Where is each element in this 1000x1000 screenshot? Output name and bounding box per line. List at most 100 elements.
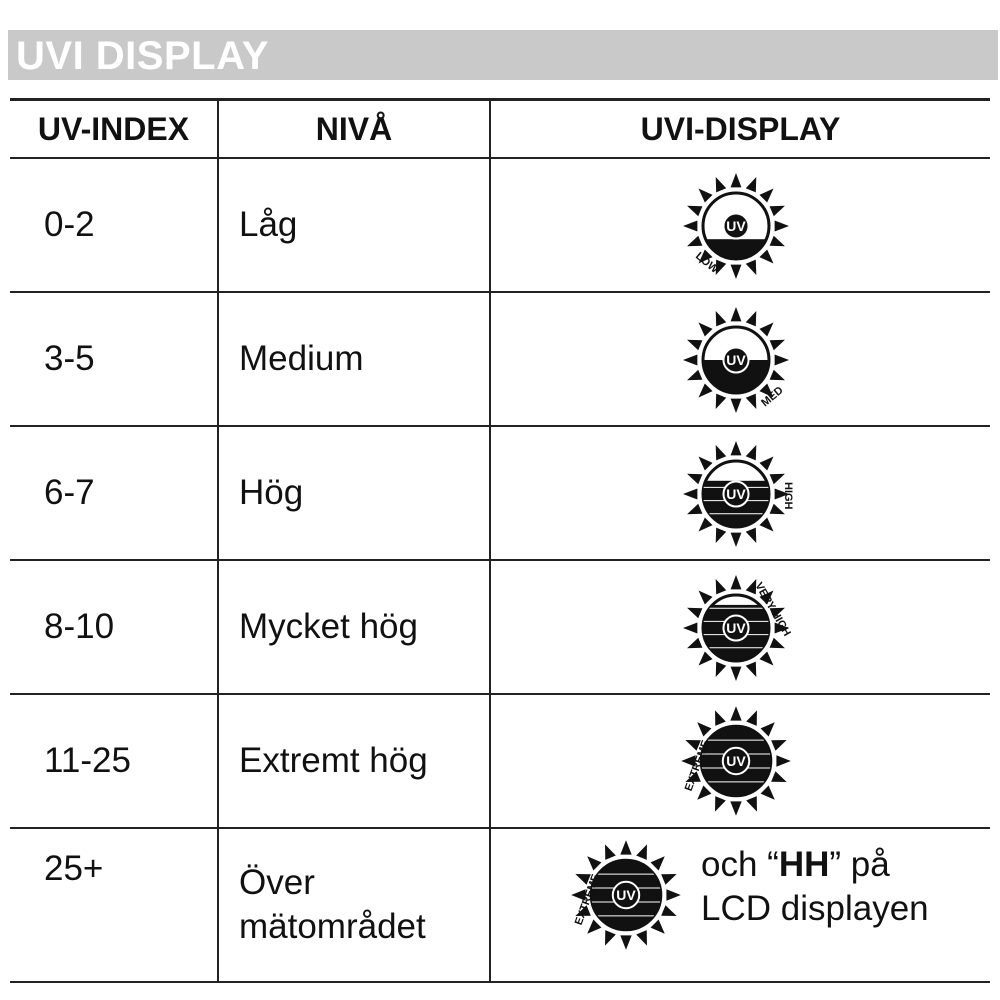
table-header-row: UV-INDEX NIVÅ UVI-DISPLAY: [10, 98, 990, 159]
table-row: 11-25 Extremt hög UV EXTREME: [10, 694, 990, 829]
sun-ray: [760, 785, 775, 800]
sun-ray: [650, 919, 665, 934]
sun-ray: [769, 607, 785, 619]
sun-ray: [698, 383, 713, 398]
sun-ray: [745, 311, 757, 327]
uvi-table: UV-INDEX NIVÅ UVI-DISPLAY 0-2 Låg UV LOW …: [10, 98, 990, 983]
uv-index-cell: 6-7: [10, 426, 218, 561]
uv-badge: [611, 880, 641, 910]
sun-ray: [661, 874, 677, 885]
uvi-display-cell: UV HIGH: [489, 426, 990, 561]
uv-level-tag: HIGH: [782, 482, 794, 510]
sun-ray: [698, 456, 713, 471]
level-cell: Mycket hög: [217, 560, 490, 695]
sun-ray: [730, 441, 742, 456]
sun-ray: [746, 796, 757, 812]
table-row: 3-5 Medium UV MED: [10, 292, 990, 427]
sun-ray: [683, 354, 698, 366]
sun-ray: [759, 249, 774, 264]
sun-ray: [661, 905, 677, 916]
sun-ray: [687, 637, 703, 649]
level-cell: Medium: [217, 292, 490, 427]
sun-ray: [715, 527, 727, 543]
uv-index-cell: 11-25: [10, 694, 218, 829]
hh-note-line-1: och “HH” på: [701, 845, 890, 884]
level-cell: Extremt hög: [217, 694, 490, 829]
uv-badge: [721, 746, 751, 776]
uvi-display-cell: UV EXTREME: [489, 694, 990, 829]
sun-ray: [697, 785, 712, 800]
uv-badge-label: UV: [726, 486, 746, 502]
sun-ray: [730, 307, 742, 322]
sun-ray: [730, 575, 742, 590]
sun-ray: [605, 844, 616, 860]
table-row: 6-7 Hög UV HIGH: [10, 426, 990, 561]
header-uvi-display: UVI-DISPLAY: [489, 98, 990, 159]
sun-ray: [759, 188, 774, 203]
sun-ray: [759, 517, 774, 532]
sun-ray: [769, 235, 785, 247]
uv-badge: [722, 212, 750, 240]
uvi-display-cell: UV EXTREME och “HH” på LCD displayen: [489, 828, 990, 983]
sun-ray: [745, 445, 757, 461]
uv-badge-label: UV: [726, 352, 746, 368]
sun-ray: [687, 339, 703, 351]
sun-ray: [687, 473, 703, 485]
sun-ray: [769, 637, 785, 649]
uv-index-cell: 3-5: [10, 292, 218, 427]
sun-ray: [776, 755, 791, 767]
sun-ray: [620, 840, 632, 855]
table-row: 8-10 Mycket hög UV VERY HIGH: [10, 560, 990, 695]
sun-ray: [730, 666, 742, 681]
sun-ray: [771, 771, 787, 782]
uvi-display-cell: UV MED: [489, 292, 990, 427]
sun-ray: [715, 177, 727, 193]
sun-ray: [730, 398, 742, 413]
sun-ray: [745, 579, 757, 595]
uv-badge: [722, 614, 750, 642]
sun-ray: [769, 339, 785, 351]
uv-sun-icon: UV VERY HIGH: [683, 575, 793, 681]
sun-ray: [683, 488, 698, 500]
sun-ray: [769, 205, 785, 217]
sun-ray: [715, 393, 727, 409]
sun-ray: [746, 710, 757, 726]
sun-ray: [698, 590, 713, 605]
sun-ray: [771, 740, 787, 751]
sun-ray: [687, 369, 703, 381]
sun-ray: [685, 771, 701, 782]
sun-ray: [745, 177, 757, 193]
sun-ray: [759, 383, 774, 398]
uv-level-fill: [703, 239, 769, 259]
uv-badge-label: UV: [726, 753, 746, 769]
sun-ray: [605, 930, 616, 946]
sun-ray: [715, 579, 727, 595]
sun-ray: [697, 722, 712, 737]
level-cell: Låg: [217, 158, 490, 293]
uv-badge-label: UV: [726, 620, 746, 636]
sun-ray: [774, 354, 789, 366]
header-uv-index: UV-INDEX: [10, 98, 218, 159]
sun-ray: [745, 259, 757, 275]
sun-ray: [774, 220, 789, 232]
sun-ray: [715, 311, 727, 327]
hh-note-line-2: LCD displayen: [701, 889, 929, 928]
sun-ray: [745, 393, 757, 409]
sun-ray: [759, 322, 774, 337]
uv-index-cell: 8-10: [10, 560, 218, 695]
level-cell: Hög: [217, 426, 490, 561]
sun-ray: [769, 503, 785, 515]
sun-ray: [730, 173, 742, 188]
sun-ray: [715, 661, 727, 677]
sun-ray: [715, 259, 727, 275]
uv-badge: [722, 480, 750, 508]
level-cell: Över mätområdet: [217, 828, 490, 983]
sun-ray: [698, 517, 713, 532]
sun-ray: [730, 801, 742, 816]
sun-ray: [760, 722, 775, 737]
sun-ray: [685, 740, 701, 751]
uv-badge-label: UV: [726, 218, 746, 234]
